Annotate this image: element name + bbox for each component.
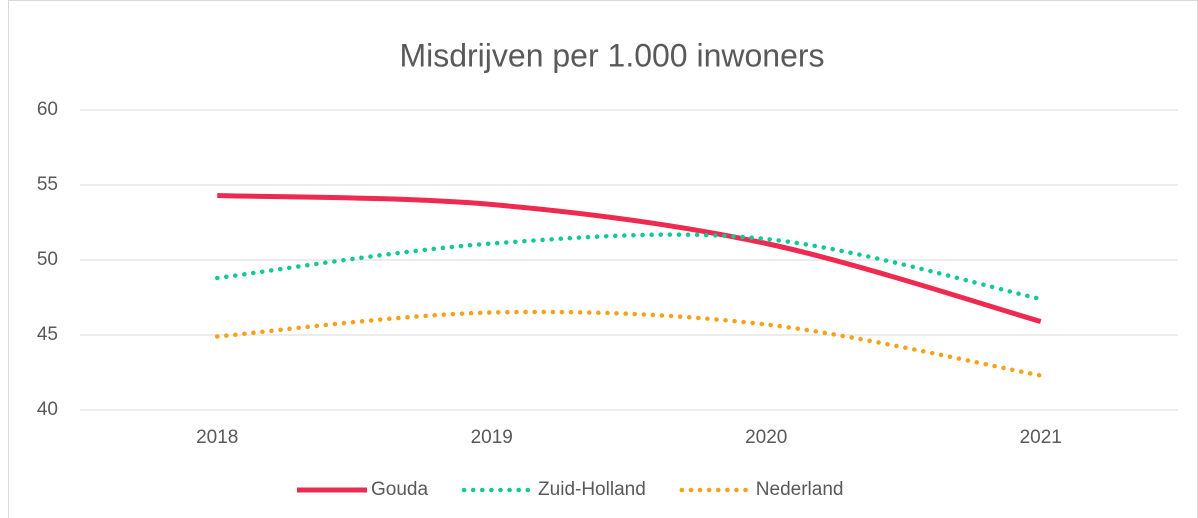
y-tick-label: 45 (37, 324, 58, 345)
x-tick-label: 2021 (1020, 427, 1062, 448)
series-line (215, 309, 1043, 378)
x-tick-label: 2019 (471, 427, 513, 448)
x-tick-label: 2020 (745, 427, 787, 448)
y-tick-label: 60 (37, 99, 58, 120)
series-line (215, 232, 1043, 302)
legend-label: Nederland (756, 479, 844, 500)
y-tick-label: 55 (37, 174, 58, 195)
y-tick-label: 50 (37, 249, 58, 270)
series-line (217, 193, 1042, 324)
legend-label: Zuid-Holland (538, 479, 646, 500)
legend-label: Gouda (371, 479, 428, 500)
x-tick-label: 2018 (196, 427, 238, 448)
y-tick-label: 40 (37, 399, 58, 420)
chart-title: Misdrijven per 1.000 inwoners (399, 37, 824, 73)
